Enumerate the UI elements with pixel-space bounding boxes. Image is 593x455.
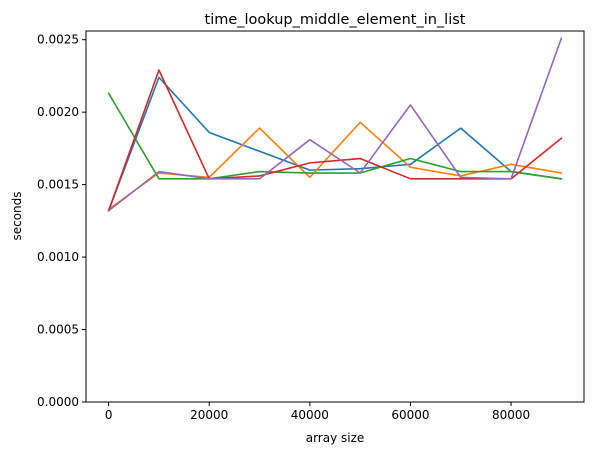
- y-tick-label: 0.0015: [37, 178, 79, 192]
- y-axis: 0.0000 0.0005 0.0010 0.0015 0.0020 0.0025: [37, 33, 86, 409]
- series-line-2: [107, 121, 563, 211]
- x-axis: 0 20000 40000 60000 80000: [105, 402, 530, 422]
- series-layer: [107, 37, 563, 212]
- x-axis-label: array size: [306, 431, 365, 445]
- y-tick-label: 0.0010: [37, 250, 79, 264]
- y-tick-label: 0.0020: [37, 105, 79, 119]
- y-tick-label: 0.0000: [37, 395, 79, 409]
- chart-title: time_lookup_middle_element_in_list: [205, 12, 466, 28]
- series-line-3: [107, 92, 563, 180]
- x-tick-label: 0: [105, 408, 113, 422]
- y-tick-label: 0.0005: [37, 323, 79, 337]
- series-line-5: [107, 37, 563, 212]
- y-tick-label: 0.0025: [37, 33, 79, 47]
- x-tick-label: 80000: [492, 408, 530, 422]
- series-line-4: [107, 69, 563, 212]
- plot-frame: [85, 30, 585, 403]
- x-tick-label: 40000: [291, 408, 329, 422]
- series-line-1: [107, 76, 563, 212]
- y-axis-label: seconds: [10, 191, 24, 240]
- x-tick-label: 20000: [190, 408, 228, 422]
- x-tick-label: 60000: [391, 408, 429, 422]
